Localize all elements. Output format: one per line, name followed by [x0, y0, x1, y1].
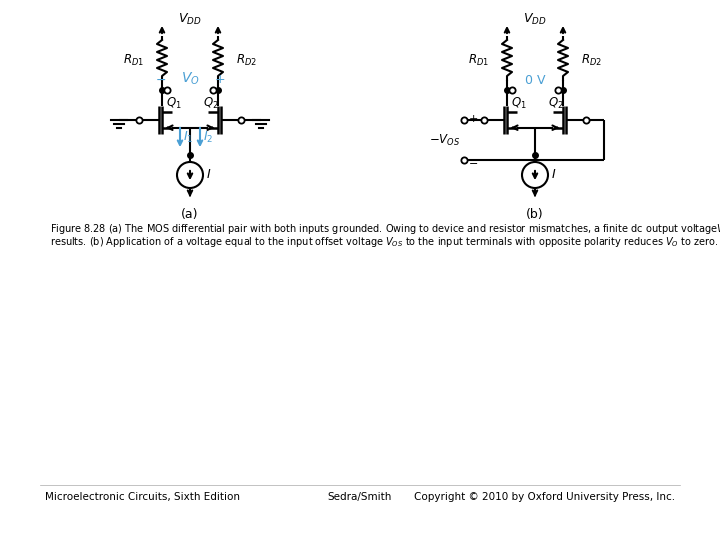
Text: Microelectronic Circuits, Sixth Edition: Microelectronic Circuits, Sixth Edition [45, 492, 240, 502]
Text: $-$: $-$ [155, 73, 166, 86]
Text: $+$: $+$ [214, 73, 225, 86]
Text: $-$: $-$ [468, 157, 478, 167]
Text: $I_2$: $I_2$ [203, 130, 213, 145]
Text: (a): (a) [181, 208, 199, 221]
Text: Sedra/Smith: Sedra/Smith [328, 492, 392, 502]
Text: $V_O$: $V_O$ [181, 71, 199, 87]
Text: $R_{D2}$: $R_{D2}$ [581, 52, 602, 68]
Text: $I$: $I$ [551, 168, 557, 181]
Text: $+$: $+$ [468, 112, 478, 124]
Text: $Q_2$: $Q_2$ [548, 96, 564, 111]
Text: $-V_{OS}$: $-V_{OS}$ [428, 132, 460, 147]
Text: $0\ \mathrm{V}$: $0\ \mathrm{V}$ [523, 74, 546, 87]
Text: Figure 8.28 (a) The MOS differential pair with both inputs grounded. Owing to de: Figure 8.28 (a) The MOS differential pai… [50, 222, 720, 236]
Text: results. (b) Application of a voltage equal to the input offset voltage $V_{OS}$: results. (b) Application of a voltage eq… [50, 235, 719, 249]
Text: $R_{D2}$: $R_{D2}$ [236, 52, 257, 68]
Text: $R_{D1}$: $R_{D1}$ [123, 52, 144, 68]
Text: $V_{DD}$: $V_{DD}$ [178, 12, 202, 27]
Text: Copyright © 2010 by Oxford University Press, Inc.: Copyright © 2010 by Oxford University Pr… [414, 492, 675, 502]
Text: $R_{D1}$: $R_{D1}$ [468, 52, 489, 68]
Text: (b): (b) [526, 208, 544, 221]
Text: $I_1$: $I_1$ [183, 130, 194, 145]
Text: $Q_2$: $Q_2$ [203, 96, 219, 111]
Text: $Q_1$: $Q_1$ [166, 96, 181, 111]
Text: $Q_1$: $Q_1$ [511, 96, 527, 111]
Text: $V_{DD}$: $V_{DD}$ [523, 12, 546, 27]
Text: $I$: $I$ [206, 168, 212, 181]
